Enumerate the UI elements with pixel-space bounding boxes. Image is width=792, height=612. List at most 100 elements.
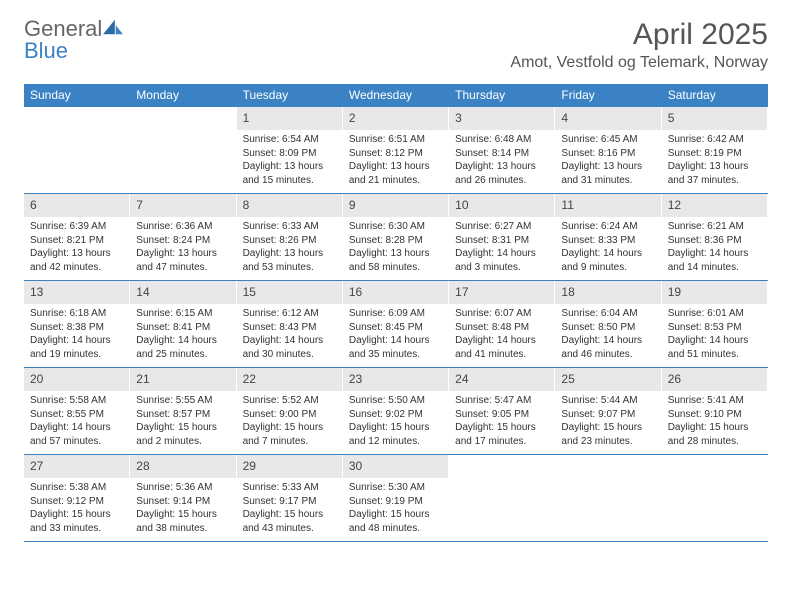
day-details: Sunrise: 5:47 AMSunset: 9:05 PMDaylight:… [449, 391, 554, 454]
day-details: Sunrise: 6:04 AMSunset: 8:50 PMDaylight:… [555, 304, 660, 367]
day-number-bar: 1 [237, 107, 342, 130]
daylight-text: Daylight: 14 hours and 9 minutes. [561, 247, 654, 274]
day-number: 24 [455, 372, 468, 386]
day-number: 8 [243, 198, 250, 212]
daylight-text: Daylight: 13 hours and 21 minutes. [349, 160, 442, 187]
day-cell: 17 Sunrise: 6:07 AMSunset: 8:48 PMDayligh… [449, 281, 555, 367]
day-number-bar: 7 [130, 194, 235, 217]
day-details: Sunrise: 6:48 AMSunset: 8:14 PMDaylight:… [449, 130, 554, 193]
sunset-text: Sunset: 9:19 PM [349, 495, 442, 509]
day-cell [130, 107, 236, 193]
sunset-text: Sunset: 8:19 PM [668, 147, 761, 161]
sunrise-text: Sunrise: 5:52 AM [243, 394, 336, 408]
sunrise-text: Sunrise: 6:01 AM [668, 307, 761, 321]
sunrise-text: Sunrise: 6:24 AM [561, 220, 654, 234]
sunset-text: Sunset: 9:14 PM [136, 495, 229, 509]
day-cell: 23Sunrise: 5:50 AMSunset: 9:02 PMDayligh… [343, 368, 449, 454]
sunrise-text: Sunrise: 5:30 AM [349, 481, 442, 495]
day-cell: 19Sunrise: 6:01 AMSunset: 8:53 PMDayligh… [662, 281, 768, 367]
day-cell: 29Sunrise: 5:33 AMSunset: 9:17 PMDayligh… [237, 455, 343, 541]
day-details: Sunrise: 6:21 AMSunset: 8:36 PMDaylight:… [662, 217, 767, 280]
day-number: 28 [136, 459, 149, 473]
day-cell: 10 Sunrise: 6:27 AMSunset: 8:31 PMDayligh… [449, 194, 555, 280]
week-row: 6Sunrise: 6:39 AMSunset: 8:21 PMDaylight… [24, 194, 768, 281]
day-number: 17 [455, 285, 468, 299]
sunset-text: Sunset: 9:17 PM [243, 495, 336, 509]
day-details: Sunrise: 6:36 AMSunset: 8:24 PMDaylight:… [130, 217, 235, 280]
sunrise-text: Sunrise: 6:51 AM [349, 133, 442, 147]
sunrise-text: Sunrise: 5:44 AM [561, 394, 654, 408]
day-header: Thursday [449, 84, 555, 107]
day-cell: 18Sunrise: 6:04 AMSunset: 8:50 PMDayligh… [555, 281, 661, 367]
day-cell: 14Sunrise: 6:15 AMSunset: 8:41 PMDayligh… [130, 281, 236, 367]
day-number: 29 [243, 459, 256, 473]
sunset-text: Sunset: 8:43 PM [243, 321, 336, 335]
day-number: 2 [349, 111, 356, 125]
day-number-bar: 17 [449, 281, 554, 304]
day-number: 10 [455, 198, 468, 212]
day-number-bar: 2 [343, 107, 448, 130]
sunrise-text: Sunrise: 6:15 AM [136, 307, 229, 321]
day-details: Sunrise: 6:54 AMSunset: 8:09 PMDaylight:… [237, 130, 342, 193]
day-details: Sunrise: 6:33 AMSunset: 8:26 PMDaylight:… [237, 217, 342, 280]
daylight-text: Daylight: 15 hours and 17 minutes. [455, 421, 548, 448]
daylight-text: Daylight: 13 hours and 37 minutes. [668, 160, 761, 187]
day-cell: 20Sunrise: 5:58 AMSunset: 8:55 PMDayligh… [24, 368, 130, 454]
calendar: SundayMondayTuesdayWednesdayThursdayFrid… [24, 84, 768, 542]
sunrise-text: Sunrise: 5:50 AM [349, 394, 442, 408]
day-details: Sunrise: 5:44 AMSunset: 9:07 PMDaylight:… [555, 391, 660, 454]
daylight-text: Daylight: 14 hours and 14 minutes. [668, 247, 761, 274]
daylight-text: Daylight: 15 hours and 12 minutes. [349, 421, 442, 448]
day-number: 3 [455, 111, 462, 125]
day-number-bar: 8 [237, 194, 342, 217]
sunrise-text: Sunrise: 5:36 AM [136, 481, 229, 495]
sunset-text: Sunset: 8:28 PM [349, 234, 442, 248]
logo: General Blue [24, 18, 124, 62]
day-details: Sunrise: 5:41 AMSunset: 9:10 PMDaylight:… [662, 391, 767, 454]
daylight-text: Daylight: 14 hours and 57 minutes. [30, 421, 123, 448]
sunrise-text: Sunrise: 6:12 AM [243, 307, 336, 321]
day-number-bar: 9 [343, 194, 448, 217]
daylight-text: Daylight: 14 hours and 51 minutes. [668, 334, 761, 361]
sunrise-text: Sunrise: 6:36 AM [136, 220, 229, 234]
daylight-text: Daylight: 13 hours and 26 minutes. [455, 160, 548, 187]
sunrise-text: Sunrise: 6:18 AM [30, 307, 123, 321]
day-details: Sunrise: 6:07 AMSunset: 8:48 PMDaylight:… [449, 304, 554, 367]
daylight-text: Daylight: 13 hours and 42 minutes. [30, 247, 123, 274]
sunset-text: Sunset: 8:12 PM [349, 147, 442, 161]
sunrise-text: Sunrise: 6:21 AM [668, 220, 761, 234]
daylight-text: Daylight: 15 hours and 23 minutes. [561, 421, 654, 448]
day-header: Saturday [662, 84, 768, 107]
day-details: Sunrise: 6:42 AMSunset: 8:19 PMDaylight:… [662, 130, 767, 193]
day-number: 27 [30, 459, 43, 473]
day-number-bar: 15 [237, 281, 342, 304]
sunrise-text: Sunrise: 5:41 AM [668, 394, 761, 408]
day-header: Wednesday [343, 84, 449, 107]
sunset-text: Sunset: 9:12 PM [30, 495, 123, 509]
daylight-text: Daylight: 15 hours and 28 minutes. [668, 421, 761, 448]
day-number-bar: 30 [343, 455, 448, 478]
day-number-bar: 14 [130, 281, 235, 304]
daylight-text: Daylight: 15 hours and 43 minutes. [243, 508, 336, 535]
day-header: Friday [555, 84, 661, 107]
day-cell: 26 Sunrise: 5:41 AMSunset: 9:10 PMDayligh… [662, 368, 768, 454]
sunrise-text: Sunrise: 6:09 AM [349, 307, 442, 321]
sunset-text: Sunset: 8:31 PM [455, 234, 548, 248]
day-cell: 11Sunrise: 6:24 AMSunset: 8:33 PMDayligh… [555, 194, 661, 280]
day-cell: 4Sunrise: 6:45 AMSunset: 8:16 PMDaylight… [555, 107, 661, 193]
day-details: Sunrise: 6:27 AMSunset: 8:31 PMDaylight:… [449, 217, 554, 280]
sunset-text: Sunset: 8:48 PM [455, 321, 548, 335]
day-number: 14 [136, 285, 149, 299]
day-number: 26 [668, 372, 681, 386]
sunrise-text: Sunrise: 6:42 AM [668, 133, 761, 147]
day-number-bar: 13 [24, 281, 129, 304]
sunrise-text: Sunrise: 5:58 AM [30, 394, 123, 408]
sunset-text: Sunset: 8:50 PM [561, 321, 654, 335]
day-header: Tuesday [237, 84, 343, 107]
sunrise-text: Sunrise: 5:38 AM [30, 481, 123, 495]
logo-text-blue: Blue [24, 38, 68, 63]
sunset-text: Sunset: 8:24 PM [136, 234, 229, 248]
day-details: Sunrise: 6:12 AMSunset: 8:43 PMDaylight:… [237, 304, 342, 367]
day-number-bar: 22 [237, 368, 342, 391]
header: General Blue April 2025 Amot, Vestfold o… [0, 0, 792, 78]
